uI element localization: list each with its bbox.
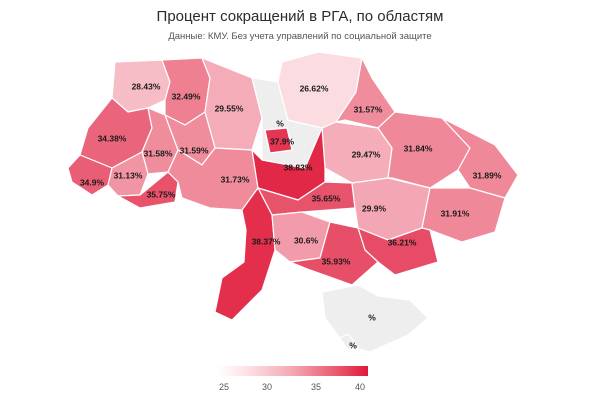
region-label-chernihiv: 26.62% (300, 83, 329, 93)
region-label-sevastopol: % (349, 340, 357, 350)
region-label-sumy: 31.57% (354, 104, 383, 114)
region-label-dnipro: 29.9% (362, 203, 387, 213)
region-label-ternopil: 31.58% (144, 148, 173, 158)
region-label-crimea: % (368, 312, 376, 322)
legend-tick-40: 40 (354, 382, 366, 392)
region-label-chernivtsi: 35.75% (147, 189, 176, 199)
region-label-lviv: 34.38% (98, 133, 127, 143)
region-label-luhansk: 31.89% (473, 170, 502, 180)
region-label-volyn: 28.43% (132, 81, 161, 91)
legend-tick-35: 35 (310, 382, 322, 392)
region-sumy (335, 57, 396, 129)
region-label-zhytomyr: 29.55% (215, 103, 244, 113)
region-label-kyiv: 37.9% (270, 136, 295, 146)
map-subtitle: Данные: КМУ. Без учета управлений по соц… (168, 31, 432, 42)
region-label-zakarpattia: 34.9% (80, 177, 105, 187)
region-label-vinnytsia: 31.73% (221, 174, 250, 184)
map-title: Процент сокращений в РГА, по областям (156, 8, 444, 25)
color-scale-legend (218, 366, 368, 376)
region-label-kharkiv: 31.84% (404, 143, 433, 153)
region-label-ivano-frankivsk: 31.13% (114, 170, 143, 180)
region-sevastopol (339, 333, 357, 351)
legend-tick-30: 30 (261, 382, 273, 392)
region-kyiv (264, 127, 293, 154)
region-label-cherkasy: 38.83% (284, 162, 313, 172)
region-kherson (289, 221, 379, 286)
region-odesa (214, 187, 276, 321)
legend-tick-25: 25 (218, 382, 230, 392)
region-label-khmelnytskyi: 31.59% (180, 145, 209, 155)
region-label-rivne: 32.49% (172, 91, 201, 101)
region-label-zaporizhzhia: 36.21% (388, 237, 417, 247)
region-label-donetsk: 31.91% (441, 208, 470, 218)
region-label-kirovohrad: 35.65% (312, 193, 341, 203)
region-label-odesa: 38.37% (252, 236, 281, 246)
region-label-poltava: 29.47% (352, 149, 381, 159)
region-label-kyiv-oblast: % (276, 118, 284, 128)
region-label-mykolaiv: 30.6% (294, 235, 319, 245)
region-label-kherson: 35.93% (322, 256, 351, 266)
